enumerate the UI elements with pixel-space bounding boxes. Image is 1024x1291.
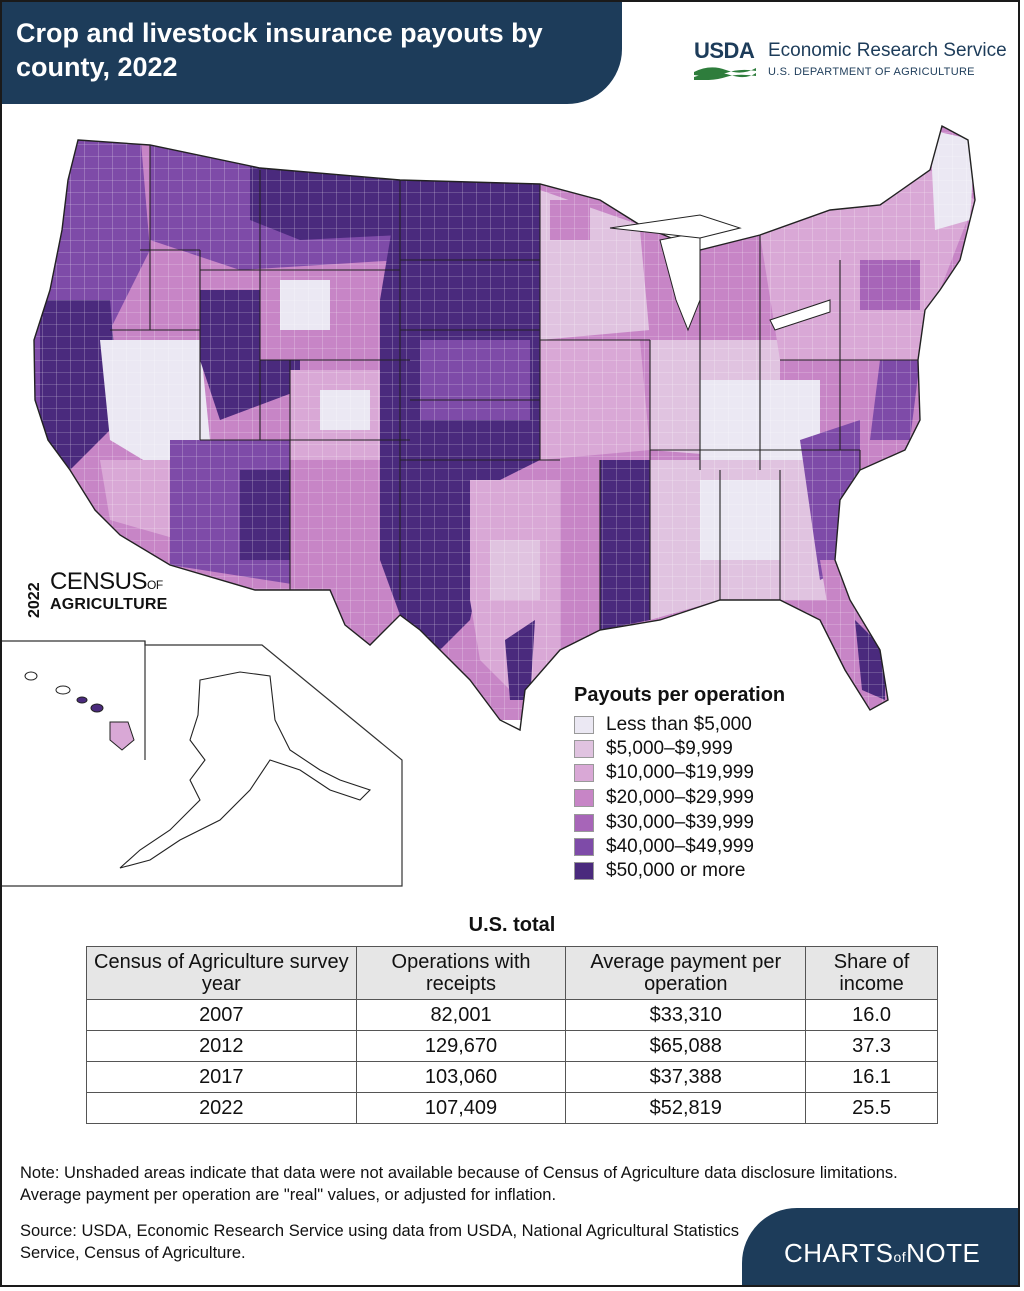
column-header: Operations with receipts bbox=[355, 946, 567, 1000]
table-cell: $33,310 bbox=[565, 999, 807, 1031]
legend-swatch bbox=[574, 740, 594, 758]
alaska bbox=[119, 671, 372, 869]
conterminous-us bbox=[34, 126, 975, 720]
table-row: 2012 129,670 $65,088 37.3 bbox=[86, 1030, 938, 1062]
usda-hills-icon bbox=[694, 67, 756, 80]
table-header-row: Census of Agriculture survey year Operat… bbox=[86, 946, 938, 1000]
legend-item: $10,000–$19,999 bbox=[574, 762, 874, 784]
page-title: Crop and livestock insurance payouts by … bbox=[16, 18, 543, 82]
lake-superior bbox=[609, 214, 742, 239]
table-row: 2017 103,060 $37,388 16.1 bbox=[86, 1061, 938, 1093]
county-map bbox=[2, 124, 976, 887]
table-row: 2022 107,409 $52,819 25.5 bbox=[86, 1092, 938, 1124]
hawaii bbox=[24, 671, 135, 751]
table-cell: 2007 bbox=[86, 999, 357, 1031]
note-text: Note: Unshaded areas indicate that data … bbox=[20, 1164, 898, 1204]
column-header: Average payment per operation bbox=[565, 946, 807, 1000]
table-cell: 2017 bbox=[86, 1061, 357, 1093]
census-agriculture: AGRICULTURE bbox=[50, 596, 168, 613]
table-cell: $52,819 bbox=[565, 1092, 807, 1124]
table-cell: $37,388 bbox=[565, 1061, 807, 1093]
table-cell: 16.0 bbox=[805, 999, 938, 1031]
legend-label: $10,000–$19,999 bbox=[606, 762, 754, 783]
legend-label: $50,000 or more bbox=[606, 860, 746, 881]
source-text: Source: USDA, Economic Research Service … bbox=[20, 1222, 739, 1262]
charts-of-note-logo: CHARTSofNOTE bbox=[784, 1238, 981, 1268]
legend-item: $20,000–$29,999 bbox=[574, 787, 874, 809]
agency-name: Economic Research Service bbox=[768, 40, 1007, 61]
legend-item: Less than $5,000 bbox=[574, 714, 874, 736]
column-header: Census of Agriculture survey year bbox=[86, 946, 357, 1000]
legend-item: $30,000–$39,999 bbox=[574, 812, 874, 834]
legend-swatch bbox=[574, 764, 594, 782]
table-cell: 107,409 bbox=[355, 1092, 567, 1124]
census-year: 2022 bbox=[26, 582, 43, 618]
census-word: CENSUSOF bbox=[50, 568, 163, 595]
department-name: U.S. DEPARTMENT OF AGRICULTURE bbox=[768, 66, 975, 78]
table-cell: $65,088 bbox=[565, 1030, 807, 1062]
table-cell: 16.1 bbox=[805, 1061, 938, 1093]
table-cell: 103,060 bbox=[355, 1061, 567, 1093]
lake-erie bbox=[769, 299, 831, 331]
legend-label: $5,000–$9,999 bbox=[606, 738, 733, 759]
legend-label: $30,000–$39,999 bbox=[606, 812, 754, 833]
legend-swatch bbox=[574, 862, 594, 880]
table-cell: 25.5 bbox=[805, 1092, 938, 1124]
legend-swatch bbox=[574, 838, 594, 856]
legend-label: Less than $5,000 bbox=[606, 714, 752, 735]
us-total-table: Census of Agriculture survey year Operat… bbox=[86, 946, 938, 1124]
title-banner: Crop and livestock insurance payouts by … bbox=[2, 2, 622, 104]
legend-swatch bbox=[574, 716, 594, 734]
table-cell: 37.3 bbox=[805, 1030, 938, 1062]
legend-item: $40,000–$49,999 bbox=[574, 836, 874, 858]
table-cell: 129,670 bbox=[355, 1030, 567, 1062]
table-row: 2007 82,001 $33,310 16.0 bbox=[86, 999, 938, 1031]
table-cell: 82,001 bbox=[355, 999, 567, 1031]
legend-swatch bbox=[574, 814, 594, 832]
legend-label: $40,000–$49,999 bbox=[606, 836, 754, 857]
legend-item: $5,000–$9,999 bbox=[574, 738, 874, 760]
table-cell: 2022 bbox=[86, 1092, 357, 1124]
charts-of-note-badge bbox=[742, 1208, 1018, 1285]
table-title: U.S. total bbox=[468, 914, 556, 936]
usda-wordmark: USDA bbox=[694, 38, 755, 63]
legend-item: $50,000 or more bbox=[574, 860, 874, 882]
legend-title: Payouts per operation bbox=[574, 684, 786, 706]
table-cell: 2012 bbox=[86, 1030, 357, 1062]
legend-swatch bbox=[574, 789, 594, 807]
legend-label: $20,000–$29,999 bbox=[606, 787, 754, 808]
column-header: Share of income bbox=[805, 946, 938, 1000]
